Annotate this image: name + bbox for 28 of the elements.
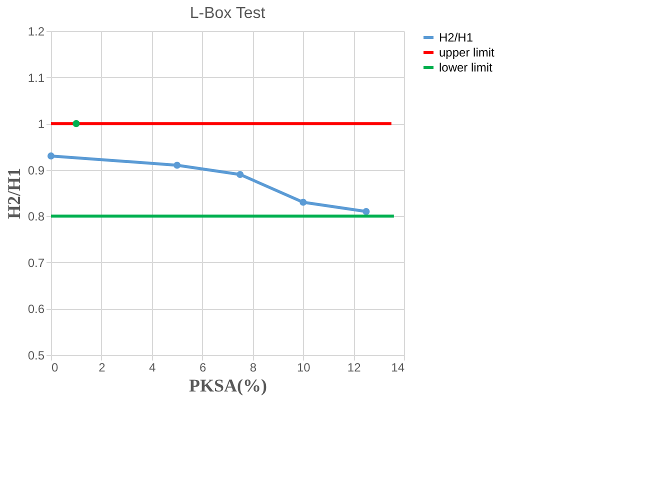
point <box>72 120 80 128</box>
x-tick-label: 4 <box>149 360 156 374</box>
y-tick-label: 1.1 <box>28 70 45 85</box>
legend-label: lower limit <box>439 60 494 74</box>
x-tick-label: 14 <box>391 360 405 374</box>
y-tick-label: 0.9 <box>28 163 45 178</box>
y-tick-label: 0.7 <box>28 256 45 270</box>
x-tick-label: 10 <box>296 360 311 374</box>
legend-label: H2/H1 <box>439 30 474 44</box>
point <box>174 162 181 169</box>
x-tick-label: 8 <box>250 360 257 374</box>
chart-title: L-Box Test <box>190 5 266 22</box>
point <box>47 152 55 160</box>
y-axis-title: H2/H1 <box>4 168 24 220</box>
y-tick-label: 1 <box>38 117 45 132</box>
y-tick-label: 0.8 <box>28 210 45 224</box>
point <box>300 198 307 206</box>
legend-label: upper limit <box>439 46 496 60</box>
point <box>236 170 244 178</box>
x-tick-label: 2 <box>98 360 106 374</box>
point <box>362 208 370 216</box>
x-tick-label: 12 <box>347 360 362 374</box>
y-tick-label: 1.2 <box>28 24 45 38</box>
x-tick-label: 0 <box>52 360 58 374</box>
x-tick-label: 6 <box>199 360 206 374</box>
x-axis-title: PKSA(%) <box>189 376 267 396</box>
y-tick-label: 0.5 <box>28 348 45 362</box>
y-tick-label: 0.6 <box>28 302 45 316</box>
